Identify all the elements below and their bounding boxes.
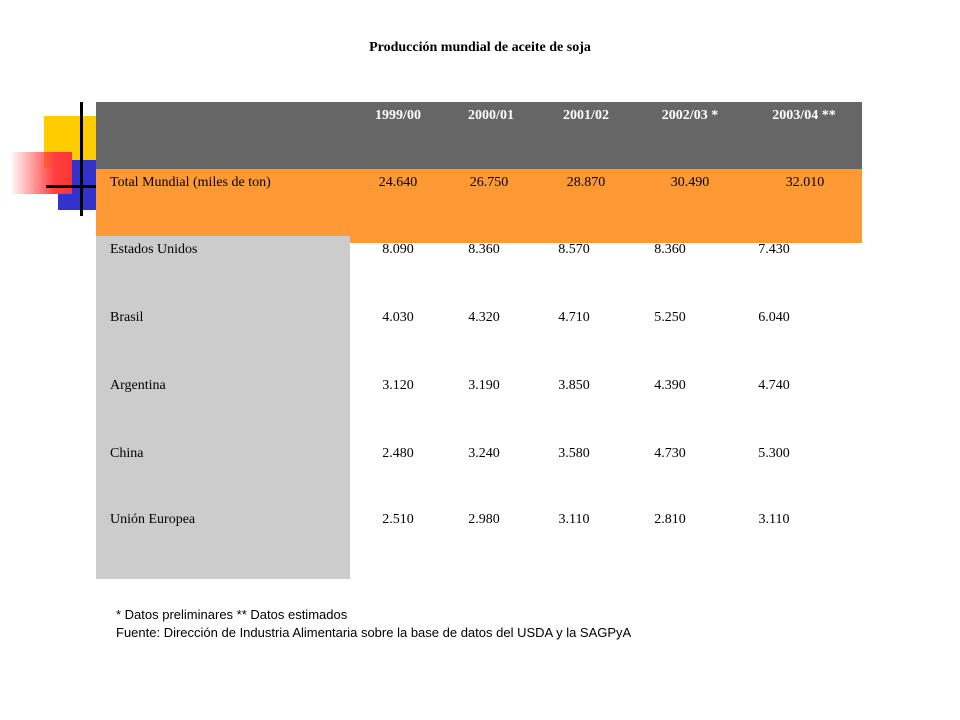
logo-vertical-line — [80, 102, 83, 216]
column-header: 2001/02 — [563, 108, 609, 123]
table-cell-value: 26.750 — [469, 175, 509, 190]
logo-horizontal-line — [46, 185, 96, 188]
table-cell-value: 3.580 — [558, 446, 590, 461]
footnote-source: Fuente: Dirección de Industria Alimentar… — [116, 625, 632, 640]
table-cell-value: 4.730 — [654, 446, 686, 461]
table-cell-value: 2.810 — [654, 512, 686, 527]
chart-title: Producción mundial de aceite de soja — [369, 40, 591, 55]
table-cell-value: 7.430 — [758, 242, 790, 257]
table-cell-value: 3.190 — [468, 378, 500, 393]
row-label: Unión Europea — [110, 512, 196, 527]
row-label: Total Mundial (miles de ton) — [110, 175, 271, 190]
table-cell-value: 4.710 — [558, 310, 590, 325]
row-label: Estados Unidos — [110, 242, 198, 257]
row-label: Argentina — [110, 378, 166, 393]
table-label-band — [96, 236, 350, 579]
table-cell-value: 4.740 — [758, 378, 790, 393]
table-cell-value: 2.980 — [468, 512, 500, 527]
column-header: 2003/04 ** — [772, 108, 836, 123]
table-header-band — [96, 102, 862, 169]
table-cell-value: 28.870 — [566, 175, 606, 190]
table-cell-value: 3.240 — [468, 446, 500, 461]
table-cell-value: 8.090 — [382, 242, 414, 257]
row-label: Brasil — [110, 310, 144, 325]
table-cell-value: 8.570 — [558, 242, 590, 257]
row-label: China — [110, 446, 144, 461]
table-cell-value: 30.490 — [670, 175, 710, 190]
table-cell-value: 5.250 — [654, 310, 686, 325]
table-cell-value: 6.040 — [758, 310, 790, 325]
table-cell-value: 4.390 — [654, 378, 686, 393]
table-cell-value: 2.510 — [382, 512, 414, 527]
table-cell-value: 8.360 — [654, 242, 686, 257]
table-cell-value: 3.110 — [558, 512, 590, 527]
column-header: 2002/03 * — [661, 108, 719, 123]
table-cell-value: 3.110 — [758, 512, 790, 527]
table-cell-value: 3.120 — [382, 378, 414, 393]
table-cell-value: 5.300 — [758, 446, 790, 461]
table-cell-value: 8.360 — [468, 242, 500, 257]
table-cell-value: 4.320 — [468, 310, 500, 325]
column-header: 1999/00 — [375, 108, 421, 123]
column-header: 2000/01 — [468, 108, 514, 123]
table-cell-value: 32.010 — [785, 175, 825, 190]
table-cell-value: 4.030 — [382, 310, 414, 325]
table-total-band — [96, 169, 862, 243]
table-cell-value: 3.850 — [558, 378, 590, 393]
footnote-estimates: * Datos preliminares ** Datos estimados — [116, 607, 348, 622]
table-cell-value: 24.640 — [378, 175, 418, 190]
table-cell-value: 2.480 — [382, 446, 414, 461]
